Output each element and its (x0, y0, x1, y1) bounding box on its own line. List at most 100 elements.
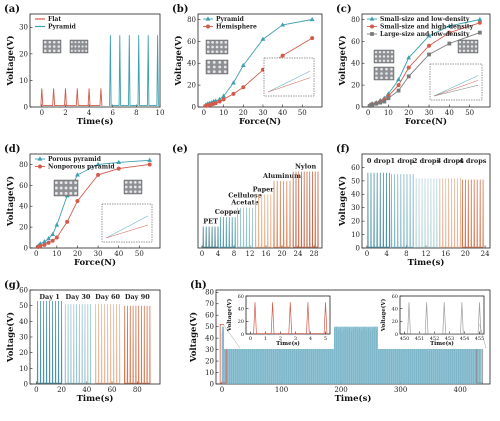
surface-feature (462, 45, 466, 48)
y-axis-label: Voltage(V) (5, 35, 16, 86)
inset-background (378, 293, 488, 349)
y-tick-label: 0 (356, 103, 360, 111)
surface-feature (138, 185, 142, 189)
data-point (382, 99, 387, 104)
x-tick-label: 50 (465, 109, 474, 117)
legend-label: Large-size and low-density (380, 31, 470, 38)
surface-feature (470, 49, 474, 53)
pulse-group-0 (36, 300, 63, 384)
x-tick-label: 16 (441, 250, 450, 258)
data-point (280, 22, 286, 27)
x-tick-label: 10 (219, 109, 228, 117)
plot-frame (361, 13, 491, 108)
y-axis-label: Voltage(V) (5, 312, 16, 363)
data-point (50, 231, 56, 237)
surface-feature (458, 49, 462, 53)
surface-image (42, 39, 62, 54)
group-label: Paper (253, 185, 275, 193)
x-tick-label: 24 (294, 250, 303, 258)
surface-feature (85, 45, 88, 48)
data-point (65, 219, 70, 224)
y-tick-label: 80 (19, 161, 28, 169)
x-tick-label: 0 (40, 109, 44, 117)
surface-feature (124, 185, 128, 189)
y-tick-label: 40 (187, 60, 196, 68)
y-tick-label: 10 (205, 369, 214, 377)
surface-feature (458, 45, 462, 48)
surface-feature (70, 45, 73, 48)
surface-feature (211, 41, 214, 44)
y-tick-label: 50 (351, 177, 360, 185)
y-axis-label: Voltage(V) (226, 298, 233, 332)
surface-feature (224, 50, 228, 53)
x-tick-label: 451 (415, 336, 425, 342)
surface-feature (390, 67, 393, 71)
surface-feature (64, 186, 68, 190)
legend-label: Flat (48, 16, 61, 23)
x-tick-label: 24 (481, 250, 490, 258)
data-point (116, 166, 121, 171)
y-tick-label: 30 (19, 24, 28, 32)
y-tick-label: 40 (351, 60, 360, 68)
x-tick-label: 50 (135, 250, 144, 258)
y-tick-label: 80 (205, 289, 214, 297)
surface-feature (74, 45, 77, 48)
surface-feature (74, 191, 78, 195)
data-point (54, 222, 60, 227)
zoom-inset-line (105, 215, 149, 239)
x-tick-label: 4 (216, 250, 221, 258)
data-point (50, 238, 55, 243)
pulse-group-3 (254, 194, 272, 248)
surface-feature (218, 70, 222, 74)
data-point (368, 104, 373, 108)
x-tick-label: 8 (232, 250, 236, 258)
surface-feature (382, 55, 386, 58)
data-point (396, 83, 401, 88)
surface-feature (380, 76, 383, 80)
y-tick-label: 20 (351, 82, 360, 90)
y-tick-label: 0 (241, 332, 244, 338)
data-point (386, 96, 391, 101)
surface-feature (380, 67, 383, 71)
panel-f: (f) 0 4 8 12 16 20 24 0 10 20 30 40 50 60 Time(s) Voltag… (336, 144, 491, 268)
panel-c: (c) 0 10 20 30 40 50 0 20 40 60 80 Force(N) Voltage(V… (336, 4, 491, 127)
panel-b: (b) 0 10 20 30 40 50 0 20 40 60 80 Force(N) Voltage(V… (172, 4, 323, 127)
data-point (38, 243, 43, 248)
x-tick-label: 100 (275, 386, 288, 394)
x-tick-label: 8 (404, 250, 408, 258)
surface-feature (43, 49, 47, 53)
y-tick-label: 10 (351, 231, 360, 239)
surface-feature (211, 45, 214, 49)
inset-background (224, 293, 334, 349)
inset-chart-2: 450 451 452 453 454 455 0 20 40 60 Time(s) Voltage(… (378, 293, 488, 349)
x-tick-label: 0 (365, 250, 369, 258)
group-label: 3 drops (436, 157, 464, 165)
x-tick-label: 2 (63, 109, 67, 117)
panel-label: (e) (172, 144, 188, 155)
surface-feature (133, 180, 137, 184)
data-point (42, 242, 47, 247)
data-point (260, 36, 266, 41)
y-tick-label: 40 (351, 191, 360, 199)
surface-feature (374, 50, 378, 54)
x-tick-label: 8 (134, 109, 138, 117)
x-axis-label: Time(s) (408, 257, 445, 268)
surface-feature (215, 50, 219, 53)
plot-frame (245, 295, 331, 335)
pulse-group-1 (219, 217, 236, 248)
x-tick-label: 30 (94, 250, 103, 258)
surface-feature (462, 40, 466, 44)
x-tick-label: 0 (220, 386, 224, 394)
y-tick-label: 60 (351, 164, 360, 172)
data-point (426, 33, 432, 38)
y-tick-label: 70 (205, 300, 214, 308)
x-tick-label: 80 (133, 386, 142, 394)
x-axis-label: Force(N) (74, 257, 116, 268)
legend-label: Porous pyramid (48, 156, 102, 163)
y-tick-label: 10 (19, 365, 28, 373)
y-tick-label: 0 (24, 380, 28, 388)
x-axis-label: Time(s) (335, 393, 372, 404)
x-tick-label: 20 (239, 109, 248, 117)
surface-feature (48, 40, 52, 44)
data-point (378, 100, 383, 105)
